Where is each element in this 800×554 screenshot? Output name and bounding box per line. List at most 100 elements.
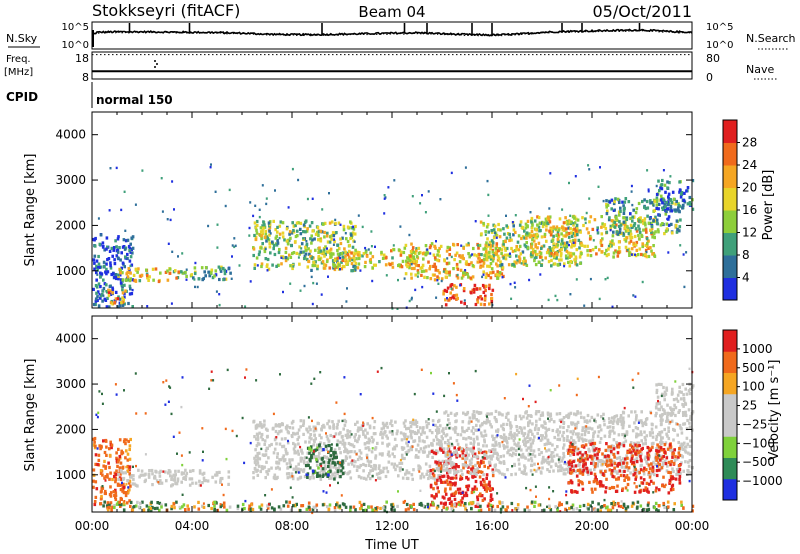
velocity-cell xyxy=(598,440,602,444)
velocity-cell xyxy=(368,477,372,481)
power-cell xyxy=(103,282,107,286)
velocity-cell xyxy=(621,433,624,437)
power-cell xyxy=(603,223,607,227)
velocity-cell xyxy=(541,413,545,417)
velocity-cell xyxy=(630,456,634,460)
power-cell xyxy=(207,270,210,274)
date-label: 05/Oct/2011 xyxy=(592,2,692,21)
power-cell xyxy=(130,236,133,240)
power-cell xyxy=(345,237,348,241)
velocity-cell xyxy=(546,460,549,465)
power-cell xyxy=(292,251,296,255)
velocity-cell xyxy=(624,475,627,479)
velocity-cell xyxy=(648,475,652,479)
velocity-cell xyxy=(576,490,579,494)
velocity-cell xyxy=(172,478,176,482)
velocity-cell xyxy=(577,438,581,442)
velocity-cell xyxy=(559,468,562,472)
velocity-cell xyxy=(483,487,487,492)
power-speckle xyxy=(274,189,276,192)
velocity-cell xyxy=(622,423,625,427)
power-cell xyxy=(260,237,263,241)
velocity-cell xyxy=(311,455,315,459)
velocity-cell xyxy=(439,424,442,428)
velocity-cell xyxy=(290,472,294,476)
velocity-cell xyxy=(480,470,484,474)
velocity-cell xyxy=(633,463,636,468)
power-cell xyxy=(593,218,597,222)
velocity-cell xyxy=(646,489,649,493)
velocity-cell xyxy=(670,419,674,423)
velocity-cell xyxy=(462,411,465,415)
power-cell xyxy=(92,287,95,291)
velocity-cell xyxy=(447,452,451,456)
power-cell xyxy=(637,218,640,222)
velocity-cell xyxy=(525,448,529,452)
velocity-cell xyxy=(104,491,107,496)
power-cell xyxy=(470,291,473,295)
power-cell xyxy=(550,249,553,254)
power-speckle xyxy=(173,208,175,211)
velocity-cell xyxy=(454,413,457,417)
power-cell xyxy=(545,239,548,243)
velocity-cell xyxy=(256,473,260,477)
power-cell xyxy=(575,248,579,252)
velocity-cell xyxy=(338,447,341,451)
velocity-cell xyxy=(529,414,532,418)
velocity-cell xyxy=(541,466,544,470)
power-speckle xyxy=(509,252,511,255)
velocity-cell xyxy=(441,459,445,463)
power-cell xyxy=(120,251,123,255)
velocity-cell xyxy=(635,416,638,420)
velocity-cell xyxy=(429,468,433,473)
power-cell xyxy=(510,238,513,242)
velocity-cell xyxy=(529,469,533,473)
power-cell xyxy=(482,261,486,265)
power-cell xyxy=(651,235,654,239)
velocity-cell xyxy=(521,452,525,456)
velocity-cell xyxy=(590,457,594,461)
power-speckle xyxy=(626,248,629,252)
power-speckle xyxy=(300,247,303,250)
power-speckle xyxy=(439,198,442,201)
velocity-cell xyxy=(167,469,171,473)
velocity-cell xyxy=(505,412,509,416)
power-cell xyxy=(429,264,432,269)
power-cell xyxy=(660,194,663,198)
velocity-cell xyxy=(586,413,590,418)
velocity-cell xyxy=(491,504,495,508)
velocity-cell xyxy=(442,474,446,478)
velocity-cell xyxy=(621,457,625,461)
velocity-cell xyxy=(476,498,480,502)
velocity-cell xyxy=(437,490,440,494)
power-cell xyxy=(99,233,103,237)
velocity-cell xyxy=(326,457,330,461)
power-cell xyxy=(521,235,525,239)
velocity-cell xyxy=(648,431,652,435)
power-cell xyxy=(624,245,628,249)
velocity-cell xyxy=(532,449,536,453)
power-cell xyxy=(462,287,466,291)
power-speckle xyxy=(588,197,591,200)
velocity-cell xyxy=(625,461,629,465)
power-cell xyxy=(313,263,317,268)
velocity-cell xyxy=(562,416,566,420)
velocity-cell xyxy=(302,421,305,425)
power-speckle xyxy=(216,223,219,226)
power-cell xyxy=(121,261,125,265)
power-cell xyxy=(218,277,221,282)
velocity-cell xyxy=(556,437,559,441)
velocity-cell xyxy=(655,451,659,455)
velocity-cell xyxy=(483,429,487,433)
power-cell xyxy=(260,264,263,269)
velocity-cell xyxy=(676,393,680,397)
power-cell xyxy=(562,221,566,225)
power-cell xyxy=(97,254,100,259)
power-cell xyxy=(607,247,610,251)
velocity-cell xyxy=(625,465,628,469)
freq-panel: Freq. [MHz] 18 8 80 0 Nave xyxy=(4,51,778,84)
power-speckle xyxy=(602,199,605,203)
velocity-cell xyxy=(688,421,691,425)
power-cell xyxy=(310,241,313,245)
